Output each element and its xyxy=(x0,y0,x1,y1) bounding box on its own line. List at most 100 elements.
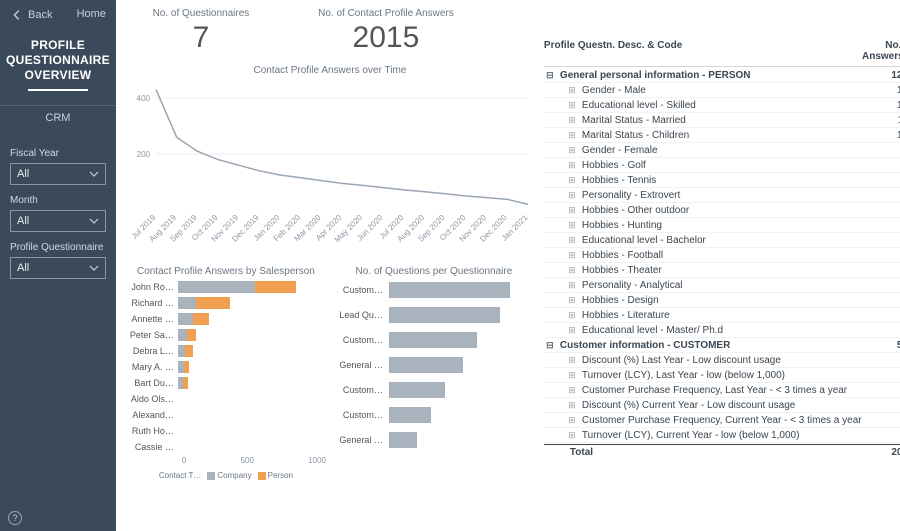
bar-row[interactable]: John Ro… xyxy=(126,279,326,294)
table-row[interactable]: ⊞Hobbies - Golf86 xyxy=(544,158,900,173)
back-arrow-icon xyxy=(10,8,24,22)
questions-chart[interactable]: No. of Questions per Questionnaire Custo… xyxy=(334,260,534,480)
expand-icon[interactable]: ⊞ xyxy=(566,115,578,126)
table-row[interactable]: ⊞Turnover (LCY), Last Year - low (below … xyxy=(544,368,900,383)
table-row[interactable]: ⊞Hobbies - Theater48 xyxy=(544,263,900,278)
expand-icon[interactable]: ⊞ xyxy=(566,295,578,306)
bar-row[interactable]: Aldo Ols… xyxy=(126,391,326,406)
breadcrumb-crm[interactable]: CRM xyxy=(0,105,116,138)
expand-icon[interactable]: ⊞ xyxy=(566,355,578,366)
table-header-desc[interactable]: Profile Questn. Desc. & Code xyxy=(544,40,854,62)
bar-row[interactable]: Alexand… xyxy=(126,407,326,422)
answers-table[interactable]: Profile Questn. Desc. & Code No. of Answ… xyxy=(538,0,900,531)
kpi-label: No. of Questionnaires xyxy=(126,8,276,19)
bar-row[interactable]: Annette … xyxy=(126,311,326,326)
home-link[interactable]: Home xyxy=(77,8,106,22)
bar-label: Bart Du… xyxy=(126,378,178,388)
collapse-icon[interactable]: ⊟ xyxy=(544,70,556,81)
kpi-label: No. of Contact Profile Answers xyxy=(286,8,486,19)
chart-title: No. of Questions per Questionnaire xyxy=(334,266,534,277)
table-row[interactable]: ⊞Discount (%) Current Year - Low discoun… xyxy=(544,398,900,413)
expand-icon[interactable]: ⊞ xyxy=(566,220,578,231)
bar-label: Annette … xyxy=(126,314,178,324)
expand-icon[interactable]: ⊞ xyxy=(566,175,578,186)
table-group-row[interactable]: ⊟General personal information - PERSON12… xyxy=(544,68,900,83)
table-row[interactable]: ⊞Hobbies - Other outdoor67 xyxy=(544,203,900,218)
table-row[interactable]: ⊞Customer Purchase Frequency, Current Ye… xyxy=(544,413,900,428)
bar-row[interactable]: Mary A. … xyxy=(126,359,326,374)
table-row[interactable]: ⊞Marital Status - Married115 xyxy=(544,113,900,128)
filter-select-fiscal-year[interactable]: All xyxy=(10,163,106,185)
bar-row[interactable]: General … xyxy=(334,354,534,376)
expand-icon[interactable]: ⊞ xyxy=(566,370,578,381)
table-row[interactable]: ⊞Hobbies - Literature29 xyxy=(544,308,900,323)
bar-row[interactable]: Custom… xyxy=(334,404,534,426)
chevron-down-icon xyxy=(89,216,99,226)
bar-row[interactable]: Custom… xyxy=(334,379,534,401)
table-row[interactable]: ⊞Gender - Female96 xyxy=(544,143,900,158)
bar-row[interactable]: Debra L… xyxy=(126,343,326,358)
table-row[interactable]: ⊞Educational level - Master/ Ph.d9 xyxy=(544,323,900,338)
bar-row[interactable]: Custom… xyxy=(334,279,534,301)
bar-row[interactable]: Custom… xyxy=(334,329,534,351)
bar-row[interactable]: Richard … xyxy=(126,295,326,310)
table-row[interactable]: ⊞Hobbies - Design32 xyxy=(544,293,900,308)
table-row[interactable]: ⊞Hobbies - Hunting66 xyxy=(544,218,900,233)
table-row[interactable]: ⊞Customer Purchase Frequency, Last Year … xyxy=(544,383,900,398)
expand-icon[interactable]: ⊞ xyxy=(566,145,578,156)
expand-icon[interactable]: ⊞ xyxy=(566,415,578,426)
expand-icon[interactable]: ⊞ xyxy=(566,160,578,171)
bar-row[interactable]: Cassie … xyxy=(126,439,326,454)
bar-label: Custom… xyxy=(334,285,389,295)
bar-row[interactable]: Lead Qu… xyxy=(334,304,534,326)
bar-row[interactable]: Bart Du… xyxy=(126,375,326,390)
salesperson-chart[interactable]: Contact Profile Answers by Salesperson J… xyxy=(126,260,326,480)
table-group-row[interactable]: ⊟Customer information - CUSTOMER544 xyxy=(544,338,900,353)
kpi-value: 2015 xyxy=(286,21,486,55)
table-row[interactable]: ⊞Marital Status - Children102 xyxy=(544,128,900,143)
expand-icon[interactable]: ⊞ xyxy=(566,100,578,111)
expand-icon[interactable]: ⊞ xyxy=(566,190,578,201)
expand-icon[interactable]: ⊞ xyxy=(566,205,578,216)
bar-row[interactable]: Peter Sa… xyxy=(126,327,326,342)
expand-icon[interactable]: ⊞ xyxy=(566,85,578,96)
bar-label: Cassie … xyxy=(126,442,178,452)
table-row[interactable]: ⊞Discount (%) Last Year - Low discount u… xyxy=(544,353,900,368)
back-button[interactable]: Back xyxy=(10,8,52,22)
expand-icon[interactable]: ⊞ xyxy=(566,250,578,261)
page-title: PROFILE QUESTIONNAIRE OVERVIEW xyxy=(0,32,116,105)
table-row[interactable]: ⊞Gender - Male151 xyxy=(544,83,900,98)
back-label: Back xyxy=(28,9,52,21)
bar-label: Custom… xyxy=(334,385,389,395)
table-row[interactable]: ⊞Hobbies - Tennis81 xyxy=(544,173,900,188)
line-chart[interactable]: 200400Jul 2019Aug 2019Sep 2019Oct 2019No… xyxy=(126,78,534,254)
help-icon[interactable]: ? xyxy=(8,511,22,525)
bar-row[interactable]: General … xyxy=(334,429,534,451)
filter-label: Month xyxy=(10,195,106,206)
table-row[interactable]: ⊞Personality - Extrovert73 xyxy=(544,188,900,203)
expand-icon[interactable]: ⊞ xyxy=(566,310,578,321)
expand-icon[interactable]: ⊞ xyxy=(566,235,578,246)
expand-icon[interactable]: ⊞ xyxy=(566,430,578,441)
expand-icon[interactable]: ⊞ xyxy=(566,280,578,291)
table-row[interactable]: ⊞Turnover (LCY), Current Year - low (bel… xyxy=(544,428,900,443)
table-row[interactable]: ⊞Hobbies - Football50 xyxy=(544,248,900,263)
expand-icon[interactable]: ⊞ xyxy=(566,325,578,336)
bar-label: Alexand… xyxy=(126,410,178,420)
table-row[interactable]: ⊞Educational level - Bachelor58 xyxy=(544,233,900,248)
table-total-value: 2015 xyxy=(862,447,900,458)
chevron-down-icon xyxy=(89,263,99,273)
bar-label: Richard … xyxy=(126,298,178,308)
table-header-num[interactable]: No. of Answers▼ xyxy=(854,40,900,62)
expand-icon[interactable]: ⊞ xyxy=(566,265,578,276)
bar-row[interactable]: Ruth Ho… xyxy=(126,423,326,438)
table-row[interactable]: ⊞Personality - Analytical40 xyxy=(544,278,900,293)
filter-select-profile-questionnaire[interactable]: All xyxy=(10,257,106,279)
filter-label: Profile Questionnaire xyxy=(10,242,106,253)
expand-icon[interactable]: ⊞ xyxy=(566,130,578,141)
table-row[interactable]: ⊞Educational level - Skilled123 xyxy=(544,98,900,113)
filter-select-month[interactable]: All xyxy=(10,210,106,232)
expand-icon[interactable]: ⊞ xyxy=(566,400,578,411)
collapse-icon[interactable]: ⊟ xyxy=(544,340,556,351)
expand-icon[interactable]: ⊞ xyxy=(566,385,578,396)
